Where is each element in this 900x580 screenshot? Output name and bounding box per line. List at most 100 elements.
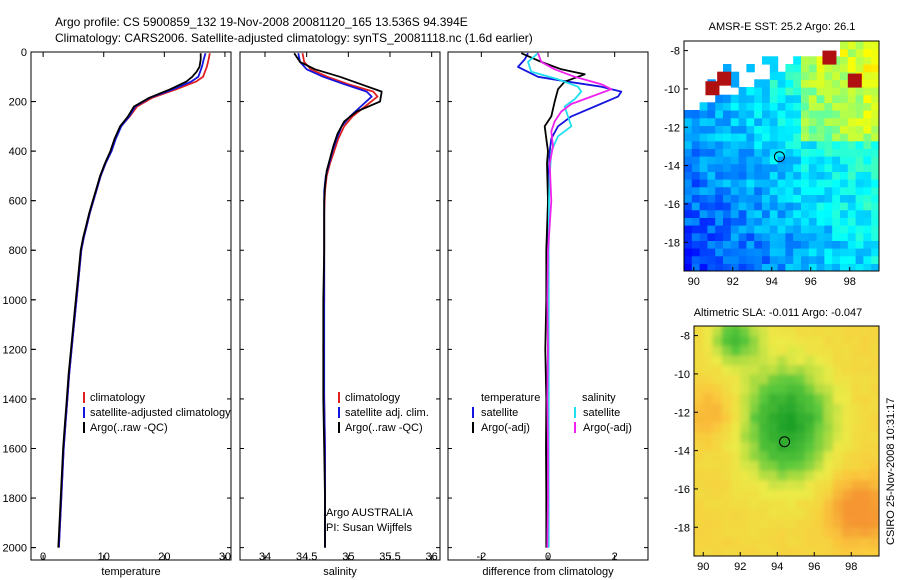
sla-cell <box>879 384 889 394</box>
sla-cell <box>823 546 834 556</box>
sla-cell <box>694 383 695 394</box>
sla-cell <box>731 450 742 461</box>
sla-cell <box>694 335 705 346</box>
sst-cell <box>691 148 701 157</box>
sst-cell <box>691 255 701 264</box>
sst-cell <box>777 217 786 226</box>
sla-cell <box>823 517 834 529</box>
sst-cell <box>785 64 794 73</box>
sla-cell <box>832 345 843 356</box>
salinity-panel: 34 34.5 35 35.5 36 salinity climatology satel… <box>239 51 441 578</box>
sst-cell <box>691 232 701 241</box>
sst-cell <box>847 179 857 188</box>
sst-cell <box>871 209 879 218</box>
sst-cell <box>754 186 763 195</box>
sst-warm-cell <box>822 50 837 65</box>
sst-cell <box>762 87 771 96</box>
sla-cell <box>805 479 816 490</box>
sla-cell <box>805 498 816 509</box>
sla-cell <box>786 335 797 346</box>
sst-cell <box>730 202 740 211</box>
sst-cell <box>863 41 872 42</box>
sst-cell <box>855 163 864 172</box>
sla-cell <box>823 364 834 375</box>
sst-cell <box>715 217 724 226</box>
sst-cell <box>691 125 701 134</box>
sla-cell <box>777 383 788 394</box>
sla-xtick-label: 92 <box>734 561 746 573</box>
sla-cell <box>832 412 843 423</box>
sla-cell <box>721 508 732 519</box>
sst-cell <box>808 171 818 180</box>
sla-cell <box>805 412 816 423</box>
salinity-legend-label: climatology <box>345 392 401 404</box>
sst-cell <box>691 209 701 218</box>
sst-cell <box>840 79 849 88</box>
sst-cell <box>730 217 740 226</box>
sst-cell <box>832 232 841 241</box>
sst-cell <box>808 102 818 111</box>
sst-cell <box>801 202 810 211</box>
sst-cell <box>832 156 841 165</box>
sla-cell <box>795 326 806 337</box>
sst-cell <box>762 133 771 142</box>
sst-cell <box>863 255 872 264</box>
sst-cell <box>801 117 810 126</box>
sla-cell <box>795 536 806 548</box>
sst-cell <box>793 163 802 172</box>
sst-cell <box>769 94 779 103</box>
sst-cell <box>754 163 763 172</box>
sst-cell <box>793 71 802 80</box>
sst-cell <box>715 225 724 234</box>
sst-cell <box>746 248 755 257</box>
sst-cell <box>863 202 872 211</box>
sst-cell <box>769 225 779 234</box>
sla-cell <box>786 479 797 490</box>
sst-cell <box>785 179 794 188</box>
sst-cell <box>824 255 833 264</box>
sla-cell <box>749 326 760 337</box>
sla-cell <box>712 393 723 404</box>
sst-cell <box>777 87 786 96</box>
sst-cell <box>871 179 879 188</box>
sst-cell <box>762 263 771 271</box>
sla-cell <box>722 556 732 566</box>
sst-cell <box>793 140 802 149</box>
sst-cell <box>801 56 810 65</box>
sla-cell <box>823 441 834 452</box>
sst-cell <box>855 41 864 50</box>
sla-cell <box>740 508 751 519</box>
sst-cell <box>855 171 864 180</box>
sst-cell <box>816 79 825 88</box>
sst-cell <box>691 186 701 195</box>
sst-cell <box>847 209 857 218</box>
sst-cell <box>808 232 818 241</box>
sla-cell <box>749 479 760 490</box>
sla-cell <box>805 373 816 385</box>
difference-xtick-label: -2 <box>476 551 486 563</box>
sst-cell <box>840 163 849 172</box>
sla-cell <box>832 383 843 394</box>
sst-cell <box>691 163 701 172</box>
sst-cell <box>863 117 872 126</box>
sla-cell <box>758 460 769 471</box>
sla-cell <box>685 556 695 566</box>
sla-cell <box>851 536 862 548</box>
sst-cell <box>808 133 818 142</box>
sst-cell <box>871 163 879 172</box>
sst-cell <box>824 202 833 211</box>
sla-cell <box>703 373 714 385</box>
sla-cell <box>805 527 816 538</box>
sst-cell <box>684 217 693 226</box>
sla-cell <box>740 354 751 366</box>
sst-cell <box>824 263 833 271</box>
sst-cell <box>777 133 786 142</box>
sst-cell <box>816 225 825 234</box>
sst-cell <box>801 156 810 165</box>
sst-ytick-label: -12 <box>664 122 680 134</box>
sla-cell <box>712 431 723 442</box>
sla-cell <box>712 421 723 433</box>
sst-cell <box>746 263 755 271</box>
sst-cell <box>847 171 857 180</box>
sst-cell <box>754 125 763 134</box>
